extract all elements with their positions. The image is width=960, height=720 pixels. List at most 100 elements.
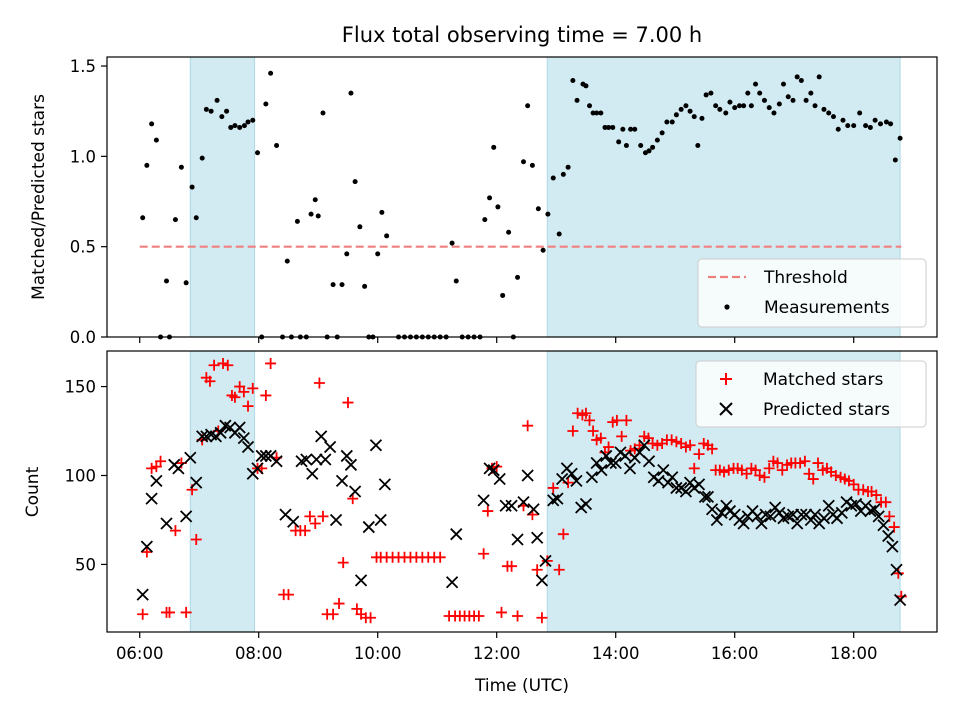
- predicted-star-point: [872, 510, 885, 523]
- matched-star-point: [611, 414, 623, 426]
- predicted-star-point: [531, 531, 544, 544]
- measurement-point: [757, 90, 763, 96]
- predicted-star-point: [450, 528, 463, 541]
- matched-star-point: [723, 464, 735, 476]
- legend-measurements-swatch: [724, 304, 730, 310]
- matched-star-point: [155, 455, 167, 467]
- measurement-point: [189, 184, 195, 190]
- matched-star-point: [587, 425, 599, 437]
- predicted-star-point: [255, 449, 268, 463]
- predicted-star-point: [817, 512, 831, 525]
- matched-star-point: [870, 489, 882, 501]
- measurement-point: [723, 110, 729, 116]
- predicted-star-point: [270, 455, 283, 468]
- measurement-point: [703, 92, 709, 98]
- predicted-star-point: [539, 554, 552, 567]
- matched-star-point: [299, 525, 311, 537]
- measurement-point: [590, 110, 596, 116]
- predicted-star-point: [670, 481, 683, 495]
- predicted-star-point: [638, 439, 651, 452]
- matched-star-point: [651, 439, 663, 451]
- matched-star-point: [684, 439, 696, 451]
- matched-star-point: [553, 564, 565, 576]
- predicted-star-point: [287, 515, 300, 528]
- top-y-axis-label: Matched/Predicted stars: [29, 94, 49, 300]
- matched-star-point: [309, 518, 321, 530]
- measurement-point: [654, 137, 660, 143]
- predicted-star-point: [499, 499, 512, 512]
- measurement-point: [816, 74, 822, 80]
- predicted-star-point: [335, 474, 349, 487]
- measurement-point: [620, 126, 626, 132]
- matched-star-point: [812, 457, 824, 469]
- predicted-star-point: [315, 430, 328, 443]
- predicted-star-point: [251, 462, 264, 475]
- measurement-point: [883, 119, 889, 125]
- predicted-star-point: [340, 449, 353, 463]
- measurement-point: [699, 115, 705, 121]
- predicted-star-point: [701, 490, 715, 503]
- measurement-point: [748, 103, 754, 109]
- measurement-point: [344, 251, 350, 257]
- matched-star-point: [763, 462, 775, 474]
- measurement-point: [208, 108, 214, 114]
- predicted-star-point: [679, 485, 693, 498]
- legend-predicted-label: Predicted stars: [763, 400, 890, 420]
- predicted-star-point: [565, 467, 578, 480]
- matched-star-point: [146, 462, 158, 474]
- matched-star-point: [547, 482, 559, 494]
- predicted-star-point: [237, 432, 250, 445]
- matched-star-point: [190, 534, 202, 546]
- x-tick-label: 12:00: [473, 644, 521, 663]
- measurement-point: [741, 103, 747, 109]
- legend-measurements-label: Measurements: [764, 298, 890, 318]
- measurement-point: [144, 162, 150, 168]
- matched-star-point: [567, 425, 579, 437]
- matched-star-point: [616, 430, 628, 442]
- matched-star-point: [180, 606, 192, 618]
- x-tick-label: 06:00: [116, 644, 164, 663]
- matched-star-point: [313, 377, 325, 389]
- matched-star-point: [706, 443, 718, 455]
- measurement-point: [379, 209, 385, 215]
- matched-star-point: [217, 357, 229, 369]
- predicted-star-point: [150, 474, 163, 487]
- matched-star-point: [536, 612, 548, 624]
- measurement-point: [888, 121, 894, 127]
- legend-matched-swatch: [720, 373, 732, 385]
- predicted-star-point: [369, 439, 383, 452]
- y-tick-label: 1.5: [70, 57, 96, 76]
- matched-star-point: [473, 610, 485, 622]
- predicted-star-point: [609, 456, 622, 470]
- bottom-panel: 50 100 150 06:00 08:00 10:00 12:00 14:00 16:00 1…: [23, 350, 938, 696]
- bottom-y-axis-label: Count: [23, 466, 43, 517]
- predicted-star-point: [849, 497, 863, 511]
- measurement-point: [632, 126, 638, 132]
- measurement-point: [659, 130, 665, 136]
- matched-star-point: [888, 521, 900, 533]
- predicted-star-point: [511, 533, 524, 546]
- measurement-point: [753, 81, 759, 87]
- measurement-point: [487, 195, 493, 201]
- measurement-point: [790, 97, 796, 103]
- predicted-star-point: [348, 485, 362, 498]
- predicted-star-point: [184, 451, 197, 464]
- matched-star-point: [799, 455, 811, 467]
- matched-star-point: [242, 400, 254, 412]
- measurement-point: [570, 77, 576, 83]
- predicted-star-point: [692, 478, 706, 491]
- matched-star-point: [794, 457, 806, 469]
- predicted-star-point: [487, 464, 500, 477]
- measurement-point: [646, 148, 652, 154]
- predicted-star-point: [698, 490, 712, 503]
- predicted-star-point: [517, 496, 530, 509]
- predicted-star-point: [795, 508, 808, 521]
- matched-star-point: [688, 462, 700, 474]
- measurement-point: [761, 97, 767, 103]
- measurement-point: [717, 106, 723, 112]
- predicted-star-point: [319, 453, 332, 466]
- matched-star-point: [666, 434, 678, 446]
- measurement-point: [560, 171, 566, 177]
- matched-star-point: [562, 477, 574, 489]
- x-axis-label: Time (UTC): [474, 676, 569, 696]
